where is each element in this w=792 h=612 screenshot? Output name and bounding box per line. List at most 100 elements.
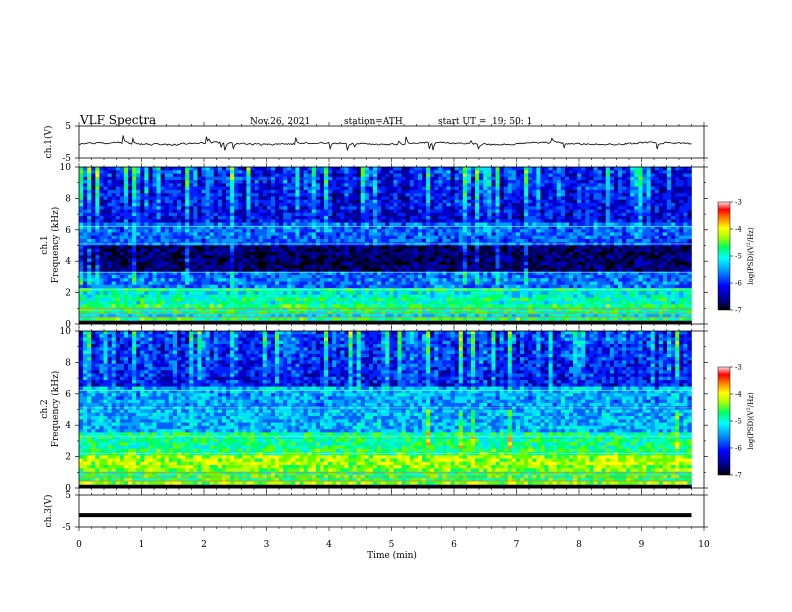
ch1-spectrogram-cell: [303, 232, 308, 236]
ch1-spectrogram-cell: [107, 261, 112, 266]
ch1-spectrogram-cell: [373, 265, 382, 269]
ch1-spectrogram-cell: [385, 281, 390, 286]
ch1-spectrogram-cell: [119, 225, 125, 230]
ch1-spectrogram-cell: [499, 261, 509, 266]
ch1-spectrogram-cell: [160, 209, 170, 214]
ch1-spectrogram-cell: [132, 176, 137, 181]
ch1-spectrogram-cell: [511, 212, 521, 217]
ch1-spectrogram-cell: [83, 232, 88, 236]
ch1-spectrogram-cell: [381, 245, 390, 250]
ch1-spectrogram-cell: [344, 301, 349, 305]
ch1-spectrogram-cell: [613, 222, 619, 227]
ch1-spectrogram-cell: [181, 225, 186, 230]
ch1-spectrogram-cell: [630, 255, 635, 259]
ch1-spectrogram-cell: [487, 258, 492, 263]
ch1-spectrogram-cell: [491, 265, 496, 269]
ch1-spectrogram-cell: [221, 235, 227, 240]
ch1-spectrogram-cell: [368, 271, 374, 276]
ch1-spectrogram-cell: [111, 252, 121, 256]
ch1-spectrogram-cell: [344, 170, 349, 174]
ch1-spectrogram-cell: [475, 206, 480, 210]
ch1-spectrogram-cell: [136, 209, 141, 214]
ch1-spectrogram-cell: [479, 271, 484, 276]
ch1-spectrogram-cell: [442, 245, 451, 250]
ch1-spectrogram-cell: [577, 288, 586, 292]
ch1-spectrogram-cell: [238, 219, 243, 223]
ch1-spectrogram-cell: [148, 212, 157, 217]
ch1-spectrogram-cell: [471, 170, 476, 174]
ch1-spectrogram-cell: [181, 212, 186, 217]
ch1-spectrogram-cell: [172, 216, 178, 220]
ch1-spectrogram-cell: [458, 229, 464, 233]
ch1-spectrogram-cell: [609, 281, 615, 286]
ch1-spectrogram-cell: [172, 294, 182, 299]
ch1-spectrogram-cell: [324, 281, 333, 286]
ch1-spectrogram-cell: [132, 261, 137, 266]
ch1-spectrogram-cell: [254, 265, 259, 269]
ch1-spectrogram-cell: [626, 274, 639, 279]
ch1-spectrogram-cell: [503, 193, 513, 197]
ch1-spectrogram-cell: [634, 222, 639, 227]
ch1-spectrogram-cell: [622, 232, 627, 236]
ch1-spectrogram-cell: [577, 238, 586, 243]
ch1-spectrogram-cell: [577, 232, 586, 236]
ch1-spectrogram-cell: [238, 170, 243, 174]
ch1-spectrogram-cell: [315, 206, 325, 210]
ch1-spectrogram-cell: [201, 173, 206, 178]
ch1-spectrogram-cell: [217, 265, 227, 269]
ch1-spectrogram-cell: [156, 288, 161, 292]
ch1-spectrogram-cell: [95, 225, 100, 230]
ch1-spectrogram-cell: [609, 189, 615, 194]
ch1-spectrogram-cell: [662, 189, 668, 194]
ch1-spectrogram-cell: [83, 216, 88, 220]
ch1-spectrogram-cell: [152, 261, 161, 266]
ch1-spectrogram-cell: [589, 235, 598, 240]
ch1-spectrogram-cell: [454, 278, 460, 282]
ch1-spectrogram-cell: [99, 189, 108, 194]
ch1-spectrogram-cell: [185, 281, 190, 286]
ch1-spectrogram-cell: [160, 176, 166, 181]
ch1-spectrogram-cell: [471, 278, 476, 282]
ch1-spectrogram-cell: [638, 209, 643, 214]
ch1-spectrogram-cell: [132, 301, 137, 305]
ch1-spectrogram-cell: [136, 301, 141, 305]
ch1-spectrogram-cell: [364, 265, 370, 269]
ch1-spectrogram-cell: [336, 202, 341, 207]
ch1-spectrogram-cell: [328, 261, 333, 266]
ch1-spectrogram-cell: [446, 183, 451, 187]
ch1-spectrogram-cell: [246, 278, 251, 282]
ch1-spectrogram-cell: [328, 301, 333, 305]
ch1-spectrogram-cell: [152, 189, 157, 194]
ch1-spectrogram-cell: [270, 255, 276, 259]
ch1-spectrogram-cell: [132, 222, 137, 227]
ch1-spectrogram-cell: [605, 180, 611, 184]
ch1-spectrogram-cell: [532, 245, 537, 250]
ch1-spectrogram-cell: [111, 238, 121, 243]
ch1-spectrogram-cell: [528, 284, 533, 289]
ch1-spectrogram-cell: [613, 173, 619, 178]
ch1-spectrogram-cell: [409, 216, 419, 220]
ch1-spectrogram-cell: [585, 245, 590, 250]
ch1-spectrogram-cell: [524, 304, 529, 308]
ch1-spectrogram-cell: [213, 219, 219, 223]
ch1-spectrogram-cell: [87, 252, 92, 256]
ch1-spectrogram-cell: [658, 206, 664, 210]
ch1-spectrogram-cell: [315, 229, 321, 233]
ch1-spectrogram-cell: [634, 301, 639, 305]
ch1-spectrogram-cell: [221, 238, 243, 243]
ch1-spectrogram-cell: [275, 245, 280, 250]
ch1-spectrogram-cell: [373, 255, 378, 259]
ch1-spectrogram-cell: [667, 206, 672, 210]
ch1-spectrogram-cell: [667, 265, 676, 269]
ch1-spectrogram-cell: [630, 258, 635, 263]
ch1-spectrogram-cell: [99, 167, 104, 171]
ch1-spectrogram-cell: [417, 288, 427, 292]
ch1-spectrogram-cell: [299, 186, 304, 191]
ch1-spectrogram-cell: [430, 219, 435, 223]
ch1-spectrogram-cell: [262, 271, 268, 276]
ch1-spectrogram-cell: [209, 186, 227, 191]
ch1-spectrogram-cell: [103, 248, 117, 253]
ch1-spectrogram-cell: [507, 245, 513, 250]
ch1-spectrogram-cell: [340, 255, 345, 259]
ch1-spectrogram-cell: [662, 212, 668, 217]
